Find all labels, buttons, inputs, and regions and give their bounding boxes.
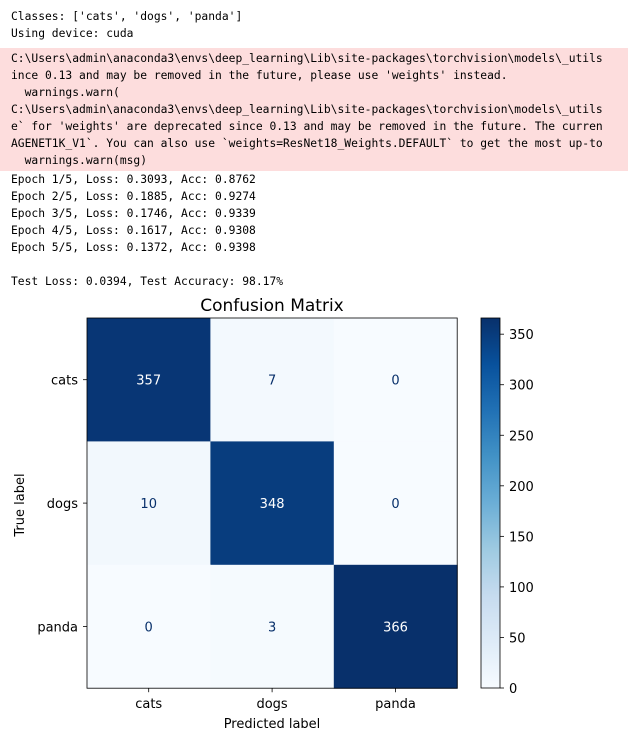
y-tick-label: dogs (47, 497, 78, 512)
stderr-block: C:\Users\admin\anaconda3\envs\deep_learn… (0, 48, 628, 171)
confusion-matrix-chart: Confusion Matrix 357 7 0 10 348 0 0 3 366 cats do… (13, 296, 534, 732)
epoch-line: Epoch 3/5, Loss: 0.1746, Acc: 0.9339 (11, 207, 256, 220)
heatmap-cell (333, 564, 458, 689)
training-log: Epoch 1/5, Loss: 0.3093, Acc: 0.8762 Epo… (0, 171, 628, 290)
cell-value-label: 366 (383, 621, 408, 636)
heatmap-cell (210, 564, 335, 689)
heatmap-cell-labels: 357 7 0 10 348 0 0 3 366 (136, 374, 408, 636)
warning-line: warnings.warn( (11, 86, 120, 99)
cell-value-label: 7 (268, 374, 276, 389)
colorbar-tick-label: 250 (509, 429, 534, 444)
colorbar-tick-label: 150 (509, 530, 534, 545)
test-result-line: Test Loss: 0.0394, Test Accuracy: 98.17% (11, 275, 284, 288)
heatmap-cell (87, 441, 211, 566)
notebook-output: Classes: ['cats', 'dogs', 'panda'] Using… (0, 0, 628, 290)
stdout-top: Classes: ['cats', 'dogs', 'panda'] Using… (0, 0, 628, 42)
colorbar-tick-label: 0 (509, 682, 517, 697)
colorbar-tick-label: 300 (509, 379, 534, 394)
colorbar-tick-label: 350 (509, 328, 534, 343)
cell-value-label: 0 (391, 374, 399, 389)
x-axis-ticks: cats dogs panda (135, 688, 416, 712)
warning-line: AGENET1K_V1`. You can also use `weights=… (11, 137, 603, 150)
epoch-line: Epoch 1/5, Loss: 0.3093, Acc: 0.8762 (11, 173, 256, 186)
x-tick-label: cats (135, 697, 162, 712)
heatmap-cell (210, 441, 335, 566)
heatmap-cell (87, 564, 211, 689)
colorbar-ticks: 0 50 100 150 200 250 300 350 (500, 328, 534, 697)
warning-line: warnings.warn(msg) (11, 154, 148, 167)
colorbar (480, 317, 501, 689)
colorbar-tick-label: 50 (509, 631, 526, 646)
colorbar-tick-label: 200 (509, 480, 534, 495)
cell-value-label: 357 (136, 374, 161, 389)
output-line: Using device: cuda (11, 27, 134, 40)
warning-line: C:\Users\admin\anaconda3\envs\deep_learn… (11, 52, 603, 65)
x-tick-label: dogs (256, 697, 287, 712)
y-tick-label: panda (37, 621, 78, 636)
cell-value-label: 3 (268, 621, 276, 636)
y-axis-ticks: cats dogs panda (37, 374, 87, 636)
epoch-line: Epoch 4/5, Loss: 0.1617, Acc: 0.9308 (11, 224, 256, 237)
y-tick-label: cats (51, 374, 78, 389)
epoch-line: Epoch 5/5, Loss: 0.1372, Acc: 0.9398 (11, 241, 256, 254)
warning-line: ince 0.13 and may be removed in the futu… (11, 69, 508, 82)
x-tick-label: panda (375, 697, 416, 712)
cell-value-label: 0 (391, 497, 399, 512)
heatmap-cell (210, 318, 335, 442)
output-line: Classes: ['cats', 'dogs', 'panda'] (11, 10, 243, 23)
y-axis-label: True label (13, 473, 28, 537)
heatmap-cell (87, 318, 211, 442)
cell-value-label: 348 (260, 497, 285, 512)
x-axis-label: Predicted label (224, 717, 321, 732)
cell-value-label: 0 (145, 621, 153, 636)
cell-value-label: 10 (140, 497, 157, 512)
heatmap-cell (333, 318, 458, 442)
warning-line: e` for 'weights' are deprecated since 0.… (11, 120, 603, 133)
epoch-line: Epoch 2/5, Loss: 0.1885, Acc: 0.9274 (11, 190, 256, 203)
chart-title: Confusion Matrix (200, 296, 344, 316)
heatmap-cell (333, 441, 458, 566)
colorbar-tick-label: 100 (509, 581, 534, 596)
blank-line (0, 256, 628, 273)
heatmap-cells (86, 317, 458, 689)
warning-line: C:\Users\admin\anaconda3\envs\deep_learn… (11, 103, 603, 116)
